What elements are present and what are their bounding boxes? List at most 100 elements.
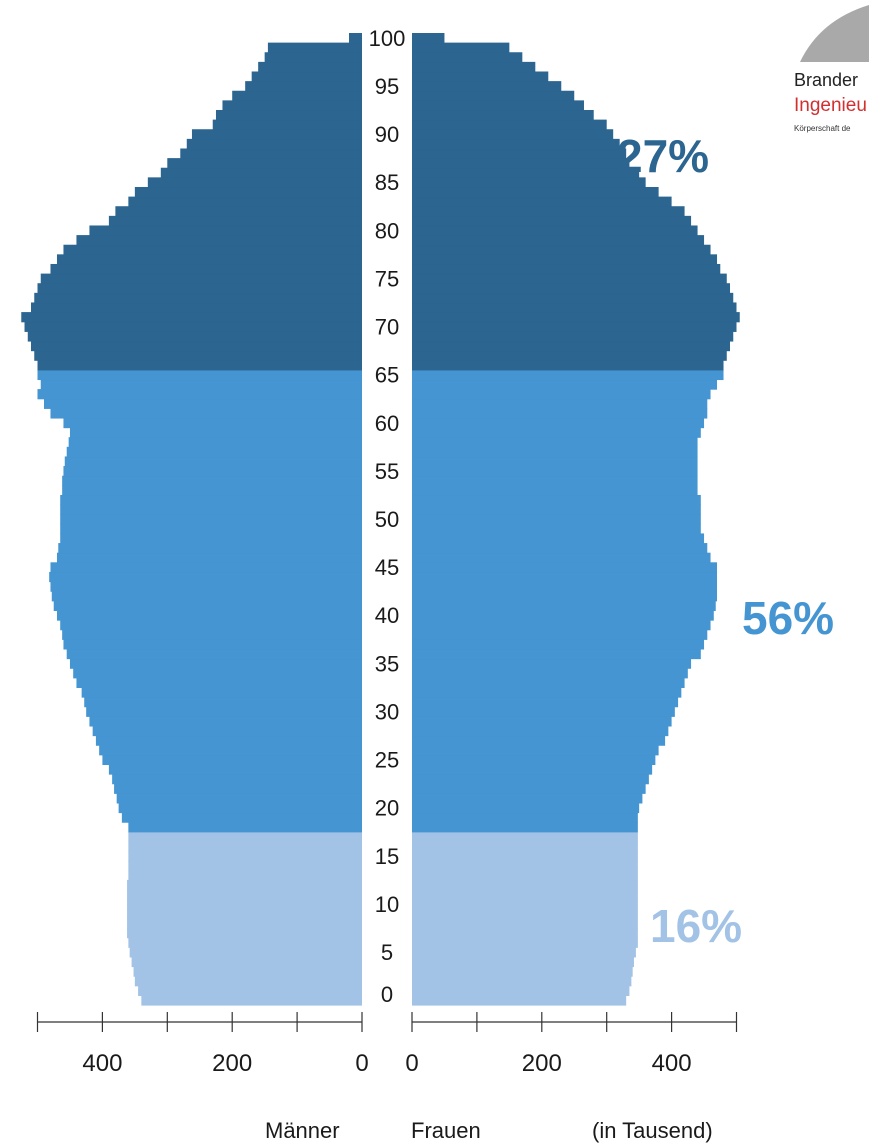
bar-women-age-40 [412, 610, 714, 621]
bar-men-age-92 [215, 109, 362, 121]
bar-men-age-54 [62, 475, 363, 486]
x-tick-label: 0 [355, 1050, 368, 1077]
bar-men-age-64 [40, 379, 363, 390]
bar-women-age-12 [412, 879, 638, 891]
bar-women-age-95 [412, 81, 562, 92]
bar-men-age-83 [128, 196, 362, 207]
bar-men-age-81 [108, 215, 362, 227]
bar-women-age-75 [412, 273, 727, 284]
age-tick-label: 30 [375, 699, 399, 724]
bar-women-age-52 [412, 494, 701, 506]
bar-men-age-67 [34, 350, 362, 361]
bar-women-age-0 [412, 995, 627, 1006]
bar-men-age-51 [60, 504, 363, 515]
bar-men-age-70 [24, 321, 363, 332]
bar-men-age-60 [63, 417, 363, 429]
female-bars [412, 33, 740, 1006]
bar-women-age-37 [412, 639, 705, 650]
bar-women-age-73 [412, 292, 734, 304]
bar-men-age-100 [349, 33, 362, 44]
bar-women-age-76 [412, 263, 721, 275]
bar-men-age-18 [128, 822, 362, 833]
age-tick-label: 10 [375, 892, 399, 917]
age-tick-label: 95 [375, 74, 399, 99]
bar-women-age-71 [412, 312, 740, 323]
bar-men-age-43 [50, 581, 362, 592]
bar-women-age-58 [412, 437, 698, 448]
bar-women-age-88 [412, 148, 627, 159]
bar-women-age-39 [412, 620, 711, 631]
bar-men-age-93 [222, 100, 362, 111]
bar-men-age-63 [37, 389, 362, 400]
bar-men-age-75 [40, 273, 363, 284]
bar-women-age-63 [412, 389, 711, 400]
bar-women-age-4 [412, 956, 634, 968]
bar-women-age-98 [412, 52, 523, 63]
bar-men-age-15 [128, 851, 362, 862]
age-group-shares: 16% 56% 27% [617, 130, 834, 952]
bar-men-age-4 [131, 956, 362, 968]
bar-women-age-97 [412, 61, 536, 73]
bar-women-age-31 [412, 697, 679, 708]
bar-women-age-33 [412, 677, 685, 689]
bar-men-age-61 [50, 408, 362, 419]
bar-men-age-53 [62, 485, 363, 496]
bar-men-age-27 [95, 735, 362, 746]
bar-women-age-64 [412, 379, 718, 390]
bar-women-age-14 [412, 860, 638, 871]
bar-women-age-77 [412, 254, 718, 265]
age-tick-label: 5 [381, 940, 393, 965]
bar-men-age-80 [89, 225, 363, 236]
bar-women-age-85 [412, 177, 646, 188]
bar-women-age-94 [412, 90, 575, 101]
bar-women-age-2 [412, 976, 632, 987]
age-tick-label: 0 [381, 982, 393, 1007]
age-tick-label: 55 [375, 459, 399, 484]
bar-men-age-2 [134, 976, 362, 987]
bar-men-age-94 [232, 90, 362, 101]
bar-men-age-21 [116, 793, 362, 804]
bar-men-age-16 [128, 841, 362, 852]
bar-men-age-36 [66, 648, 362, 660]
unit-label: (in Tausend) [592, 1118, 713, 1143]
bar-men-age-98 [264, 52, 362, 63]
bar-women-age-100 [412, 33, 445, 44]
bar-men-age-95 [245, 81, 362, 92]
bar-men-age-14 [128, 860, 362, 871]
bar-men-age-7 [127, 928, 362, 939]
bar-men-age-88 [180, 148, 362, 159]
age-tick-label: 100 [369, 26, 406, 51]
share-label-0-17: 16% [650, 900, 742, 952]
bar-women-age-83 [412, 196, 672, 207]
bar-women-age-53 [412, 485, 698, 496]
bar-women-age-87 [412, 158, 630, 169]
bar-men-age-45 [50, 562, 362, 573]
logo-line-2: Ingenieu [794, 95, 867, 116]
bar-women-age-41 [412, 600, 716, 612]
bar-men-age-59 [69, 427, 362, 438]
bar-men-age-62 [43, 398, 363, 409]
bar-men-age-55 [63, 466, 363, 477]
bar-women-age-86 [412, 167, 640, 178]
logo-swoosh-icon [800, 5, 869, 62]
bar-men-age-22 [114, 783, 362, 794]
bar-women-age-70 [412, 321, 737, 332]
bar-men-age-49 [60, 523, 363, 535]
bar-men-age-19 [121, 812, 363, 823]
bar-women-age-78 [412, 244, 711, 255]
bar-women-age-91 [412, 119, 607, 130]
bar-men-age-23 [112, 774, 362, 785]
bar-men-age-66 [37, 360, 362, 371]
bar-women-age-89 [412, 138, 620, 150]
bar-women-age-54 [412, 475, 698, 486]
bar-women-age-79 [412, 235, 705, 246]
bar-men-age-30 [86, 706, 363, 717]
bar-women-age-6 [412, 937, 638, 948]
age-tick-label: 75 [375, 266, 399, 291]
bar-men-age-58 [68, 437, 362, 448]
bar-women-age-9 [412, 908, 638, 919]
legend-men-label: Männer [265, 1118, 340, 1143]
bar-women-age-46 [412, 552, 711, 563]
age-tick-label: 85 [375, 170, 399, 195]
